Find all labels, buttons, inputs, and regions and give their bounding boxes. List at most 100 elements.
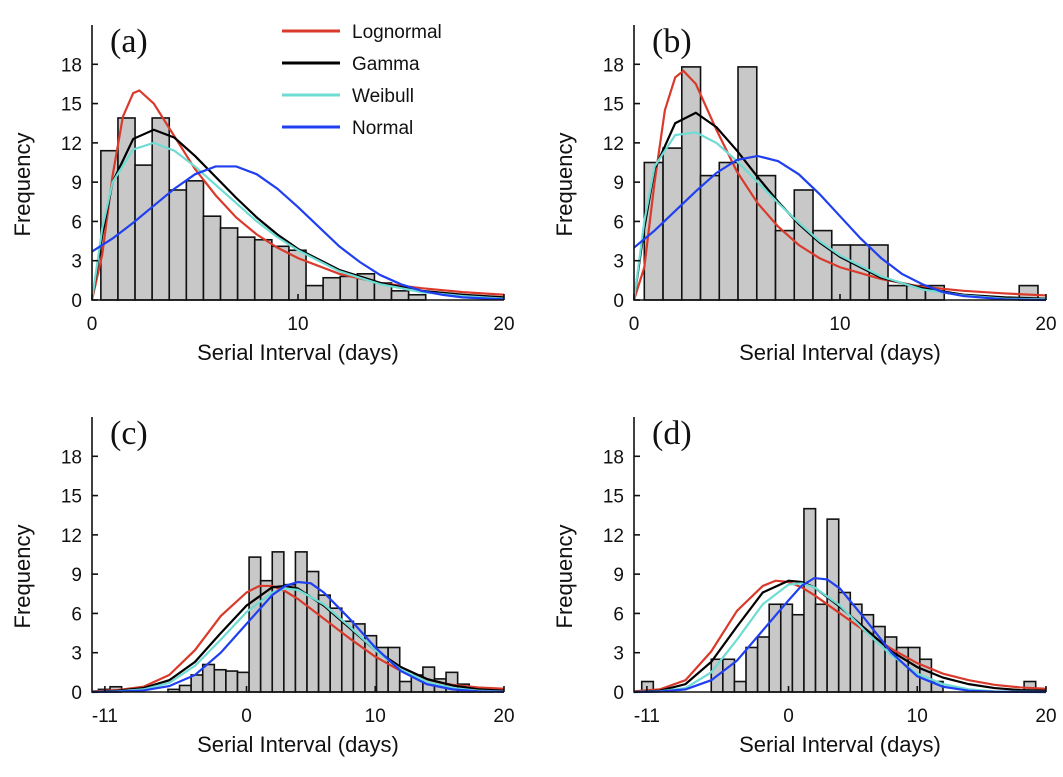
histogram-bar	[283, 583, 297, 693]
y-tick-label: 12	[61, 526, 82, 547]
x-tick-label: 0	[87, 314, 98, 335]
weibull-fit-curve	[632, 131, 1047, 301]
histogram-bar	[248, 556, 262, 693]
weibull-fit-curve	[633, 582, 1047, 694]
histogram-bar	[168, 189, 188, 301]
histogram-bar	[305, 284, 324, 301]
y-tick-label: 6	[613, 604, 624, 625]
histogram-bar	[219, 227, 239, 301]
y-tick-label: 9	[613, 565, 624, 586]
lognormal-fit-curve	[633, 579, 1047, 693]
y-tick-label: 6	[71, 212, 82, 233]
histogram-bar	[201, 663, 216, 693]
histogram-bar	[812, 229, 833, 301]
y-tick-label: 15	[603, 487, 624, 508]
histogram-bar	[185, 180, 205, 301]
histogram-bar	[202, 215, 222, 301]
y-tick-label: 3	[71, 252, 82, 273]
y-tick-label: 0	[71, 683, 82, 704]
panel-label: (c)	[110, 415, 148, 452]
y-tick-label: 18	[61, 55, 82, 76]
y-tick-label: 0	[613, 683, 624, 704]
lognormal-fit-curve	[91, 584, 505, 693]
x-tick-label: 20	[1035, 706, 1056, 727]
y-tick-label: 18	[603, 447, 624, 468]
x-tick-label: 0	[241, 706, 252, 727]
histogram-bar	[662, 147, 683, 301]
x-tick-label: -11	[634, 706, 660, 727]
histogram-bar	[803, 507, 817, 693]
x-tick-label: -11	[92, 706, 118, 727]
legend-entry-label: Lognormal	[352, 22, 442, 43]
y-tick-label: 12	[603, 526, 624, 547]
histogram-bar	[718, 161, 739, 301]
y-axis-label: Frequency	[10, 133, 35, 237]
histogram-bar	[339, 275, 359, 301]
x-tick-label: 0	[629, 314, 640, 335]
histogram-bar	[398, 680, 413, 693]
histogram-bar	[178, 684, 192, 693]
histogram-bar	[390, 290, 410, 301]
chart-panel-a: 0 3 6 9 12 15 18 0 10 20 Serial Interval (days) Fre…	[10, 23, 515, 365]
y-tick-label: 12	[61, 134, 82, 155]
histogram-bar	[745, 646, 759, 693]
histogram-bar	[213, 668, 227, 693]
y-tick-label: 12	[603, 134, 624, 155]
y-tick-label: 3	[613, 252, 624, 273]
x-tick-label: 20	[493, 706, 514, 727]
y-tick-label: 9	[71, 173, 82, 194]
histogram-bar	[887, 284, 908, 301]
y-axis-label: Frequency	[552, 133, 577, 237]
histogram-bar	[737, 66, 758, 301]
histogram-bar	[134, 164, 153, 301]
histogram-bar	[814, 603, 828, 693]
y-tick-label: 6	[71, 604, 82, 625]
histogram-bar	[322, 276, 342, 301]
y-tick-label: 0	[613, 291, 624, 312]
histogram-bar	[793, 189, 814, 301]
histogram-bar	[791, 613, 805, 693]
x-tick-label: 10	[365, 706, 386, 727]
histogram-bar	[306, 570, 320, 693]
y-tick-label: 18	[61, 447, 82, 468]
histogram-bar	[253, 238, 273, 301]
histogram-bar	[756, 636, 770, 693]
normal-fit-curve	[633, 154, 1047, 302]
histogram-bar	[294, 551, 308, 693]
chart-panel-b: 0 3 6 9 12 15 18 0 10 20 Serial Interval (days) Fre…	[552, 23, 1057, 365]
y-tick-label: 9	[71, 565, 82, 586]
histogram-bar	[779, 603, 794, 693]
panel-label: (a)	[110, 23, 148, 60]
histogram-bar	[271, 551, 285, 693]
x-tick-label: 10	[907, 706, 928, 727]
histogram-bar	[236, 671, 250, 693]
histogram-bar	[733, 680, 747, 693]
x-axis-label: Serial Interval (days)	[197, 340, 399, 365]
normal-fit-curve	[91, 165, 505, 301]
histogram-bar	[190, 674, 204, 693]
y-axis-label: Frequency	[10, 525, 35, 629]
histogram-bar	[699, 174, 721, 301]
histogram-bar	[774, 229, 796, 301]
histogram-bar	[236, 236, 256, 301]
histogram-bar	[680, 66, 702, 301]
histogram-bar	[271, 245, 290, 301]
weibull-fit-curve	[90, 141, 505, 301]
x-axis-label: Serial Interval (days)	[197, 732, 399, 757]
panel-label: (d)	[652, 415, 692, 452]
y-axis-label: Frequency	[552, 525, 577, 629]
legend-entry-label: Weibull	[352, 86, 414, 107]
gamma-fit-curve	[91, 584, 505, 694]
chart-panel-c: 0 3 6 9 12 15 18 -11 0 10 20 Serial Interval (days)…	[10, 415, 515, 757]
legend-entry-label: Normal	[352, 118, 413, 139]
legend: Lognormal Gamma Weibull Normal	[282, 22, 442, 139]
y-tick-label: 18	[603, 55, 624, 76]
y-tick-label: 15	[61, 487, 82, 508]
legend-entry-label: Gamma	[352, 54, 420, 75]
histogram-bar	[117, 117, 136, 301]
normal-fit-curve	[91, 580, 505, 694]
normal-fit-curve	[633, 576, 1047, 694]
y-tick-label: 9	[613, 173, 624, 194]
histogram-bar	[225, 670, 239, 693]
